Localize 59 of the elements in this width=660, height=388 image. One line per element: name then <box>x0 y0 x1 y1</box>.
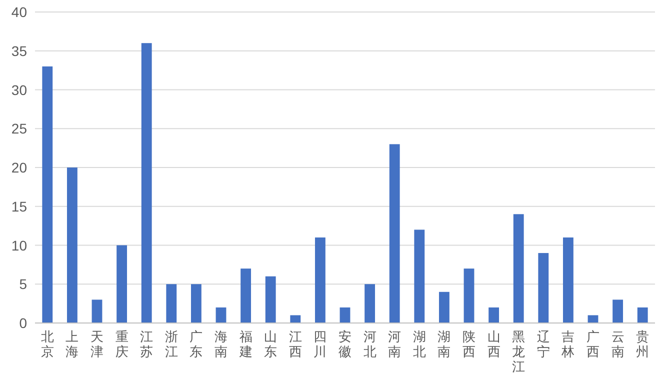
bar <box>389 144 400 323</box>
x-tick-label: 河南 <box>388 329 402 359</box>
x-tick-label: 海南 <box>214 329 228 359</box>
y-tick-label: 0 <box>19 315 28 331</box>
bar <box>588 315 598 323</box>
x-tick-label: 北京 <box>40 329 54 359</box>
bar <box>265 276 276 323</box>
y-tick-label: 25 <box>11 120 28 137</box>
x-tick-label: 云南 <box>611 329 624 359</box>
y-tick-label: 5 <box>19 276 28 292</box>
bar <box>364 284 376 323</box>
y-tick-label: 35 <box>11 42 28 59</box>
bar <box>562 237 574 323</box>
bar <box>538 253 549 323</box>
x-tick-label: 湖南 <box>438 329 451 359</box>
x-tick-label: 陕西 <box>462 329 476 359</box>
bar <box>290 315 301 323</box>
bar <box>314 237 326 323</box>
bar <box>488 307 500 323</box>
x-tick-label: 浙江 <box>164 329 178 359</box>
x-tick-label: 江苏 <box>140 329 154 359</box>
bar <box>42 66 53 323</box>
x-tick-label: 江西 <box>288 329 302 359</box>
bar <box>438 292 450 323</box>
bar <box>414 230 425 323</box>
x-tick-label: 辽宁 <box>536 329 550 359</box>
bar <box>116 245 128 323</box>
bar <box>612 300 624 323</box>
y-tick-label: 20 <box>11 160 28 176</box>
y-tick-label: 30 <box>11 82 28 98</box>
bar <box>513 214 524 323</box>
x-tick-label: 福建 <box>238 329 252 359</box>
x-tick-label: 贵州 <box>636 329 650 359</box>
bar <box>464 268 474 323</box>
x-tick-label: 湖北 <box>412 329 426 359</box>
x-tick-label: 吉林 <box>560 329 575 359</box>
bar <box>66 168 78 323</box>
bar <box>190 284 202 323</box>
x-tick-label: 重庆 <box>115 329 128 359</box>
bar <box>92 300 102 323</box>
x-tick-label: 四川 <box>314 329 327 359</box>
bar <box>216 307 226 323</box>
x-tick-label: 上海 <box>66 329 79 359</box>
x-tick-label: 河北 <box>363 329 376 359</box>
x-tick-label: 天津 <box>90 329 104 359</box>
bar <box>240 268 252 323</box>
x-tick-label: 山东 <box>264 329 278 359</box>
x-tick-label: 安徽 <box>338 329 352 359</box>
x-tick-label: 山西 <box>487 329 500 359</box>
x-tick-label: 黑龙江 <box>512 329 526 374</box>
bar <box>166 284 177 323</box>
x-tick-label: 广西 <box>586 329 600 359</box>
y-tick-label: 40 <box>11 4 28 20</box>
y-tick-label: 10 <box>11 237 28 254</box>
bar <box>637 307 648 323</box>
bar <box>141 43 152 323</box>
bar <box>340 307 350 323</box>
x-tick-label: 广东 <box>190 329 203 359</box>
y-tick-label: 15 <box>11 198 28 214</box>
